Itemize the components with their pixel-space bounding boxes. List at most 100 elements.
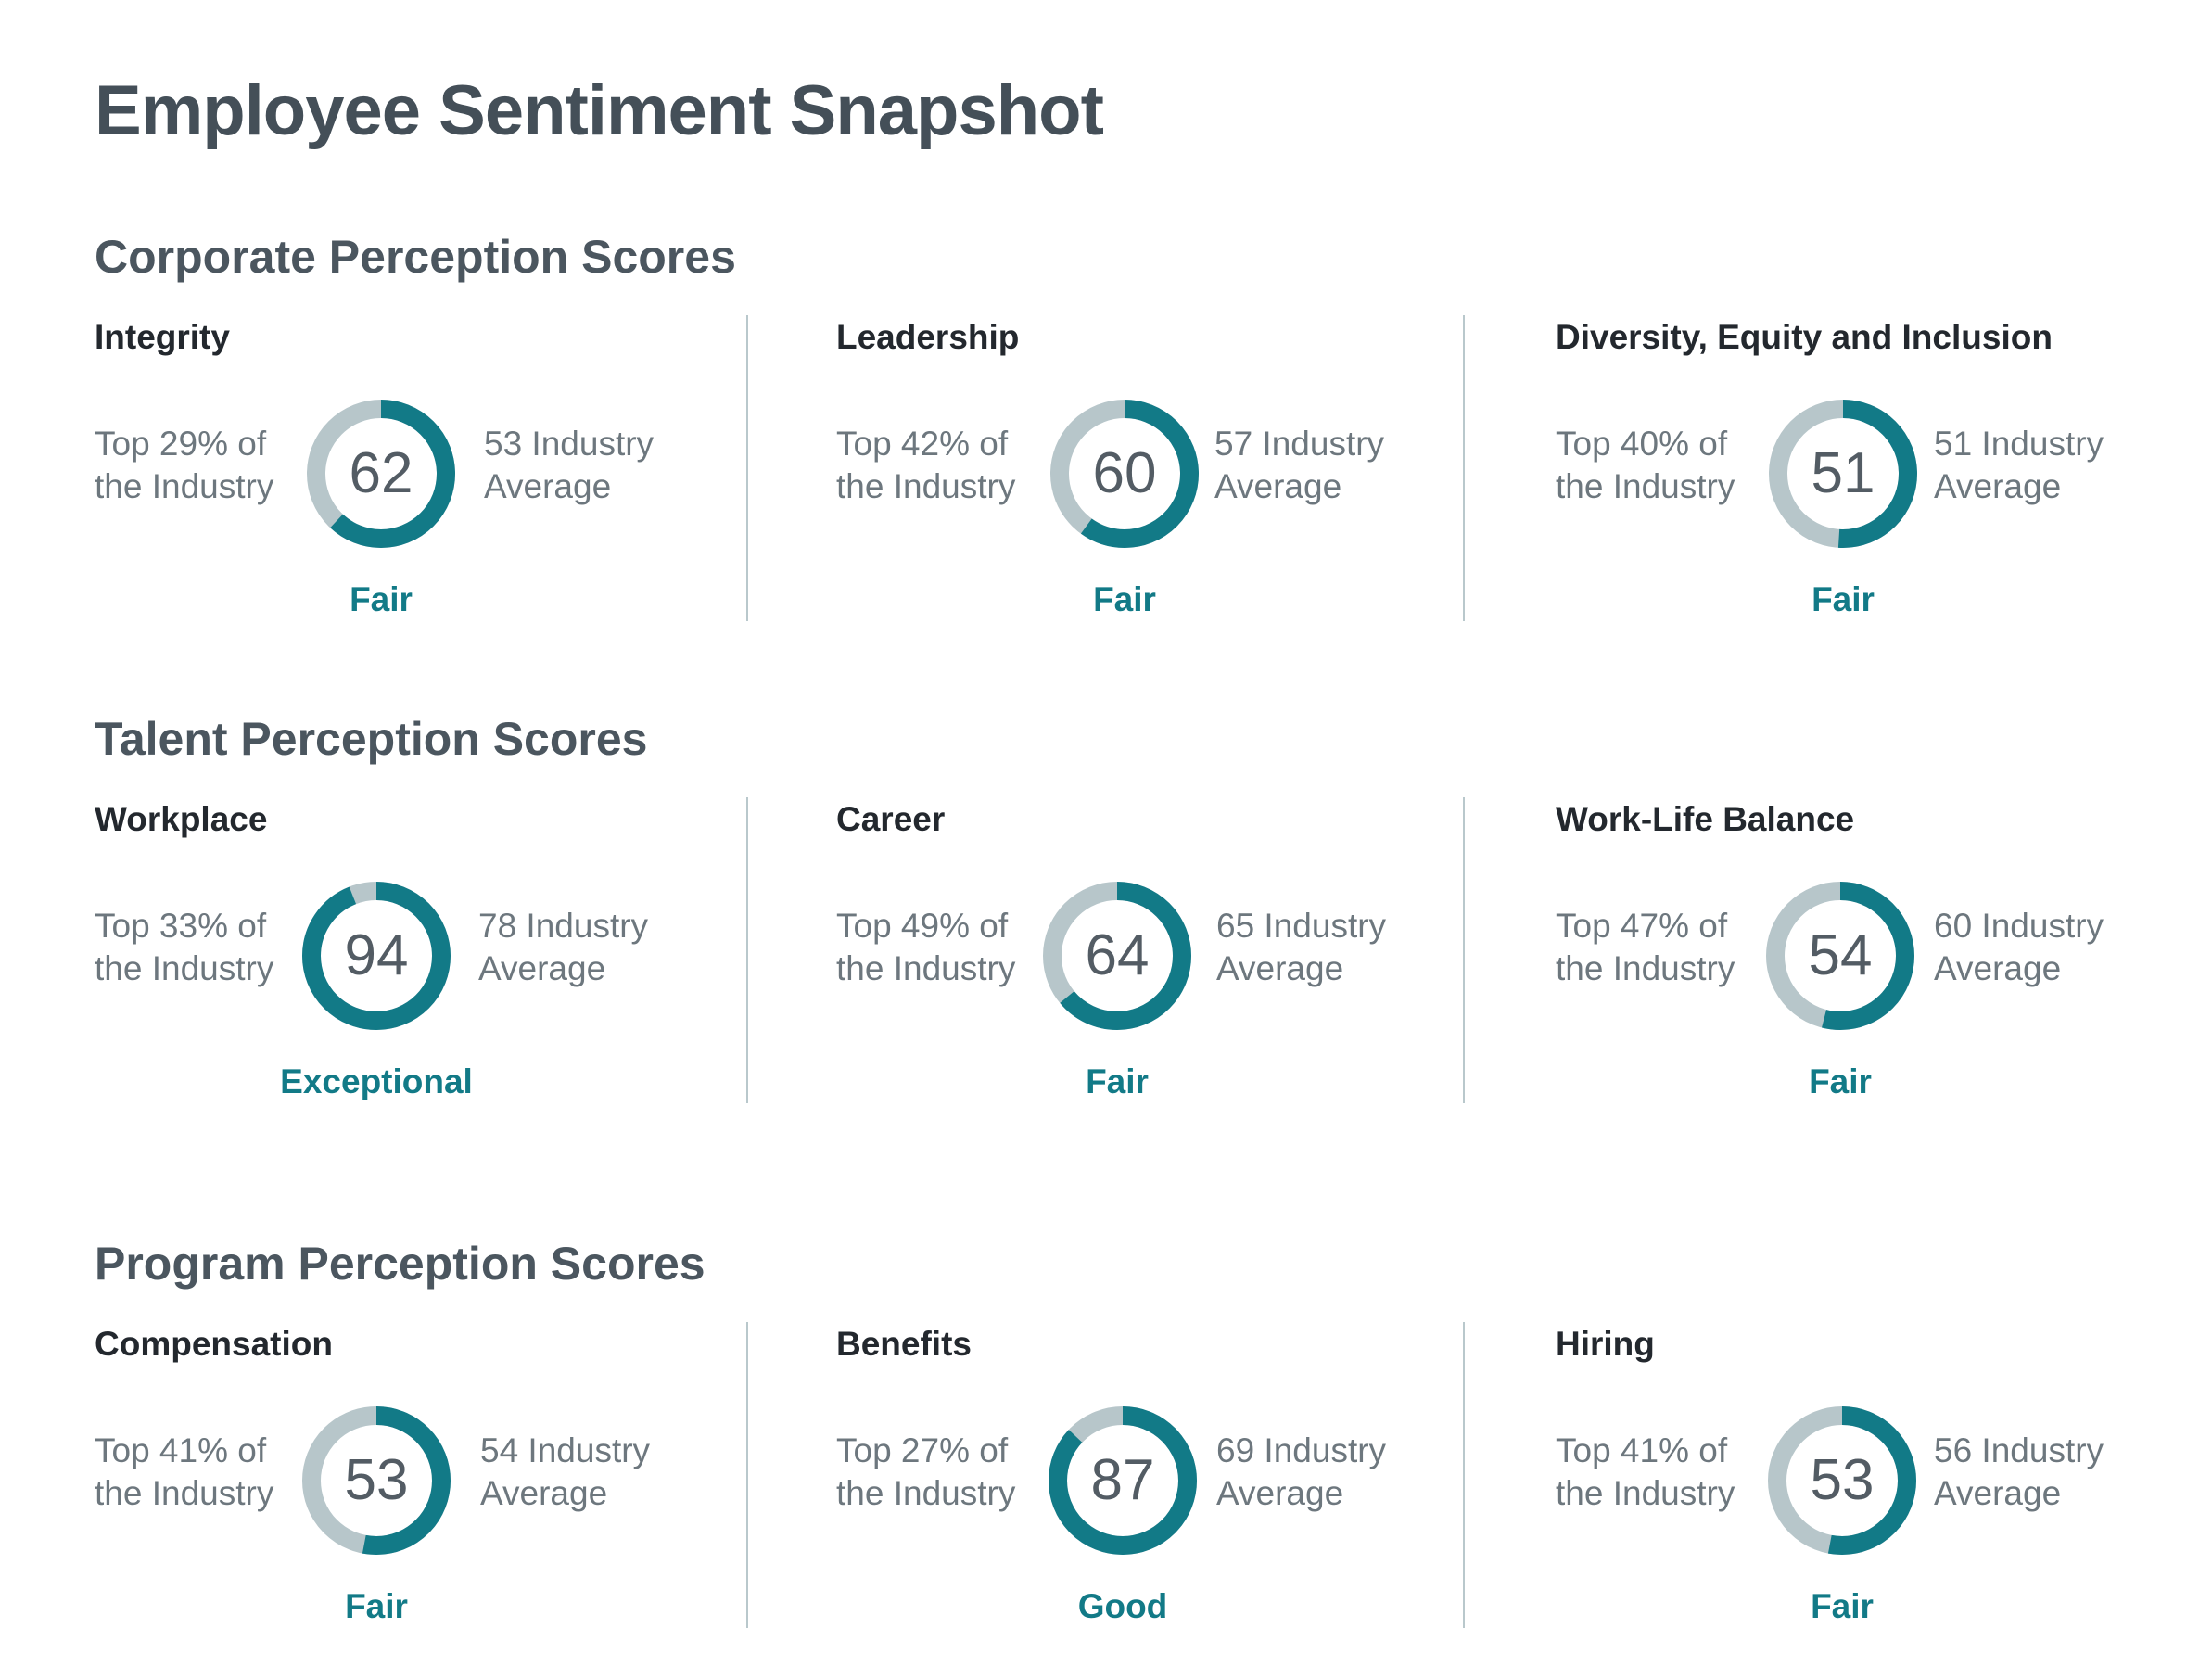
score-donut: 53 xyxy=(299,1404,453,1558)
rating-label: Fair xyxy=(345,1587,408,1625)
section-title: Corporate Perception Scores xyxy=(95,231,736,283)
section-title: Program Perception Scores xyxy=(95,1238,706,1290)
industry-average-line2: Average xyxy=(1934,949,2062,987)
industry-rank: Top 41% of the Industry xyxy=(95,1430,273,1515)
industry-rank-line1: Top 41% of xyxy=(1556,1431,1728,1469)
industry-rank-line2: the Industry xyxy=(836,1474,1016,1512)
metric-title: Integrity xyxy=(95,318,230,356)
rating-label: Fair xyxy=(1093,580,1156,618)
industry-average-line1: 51 Industry xyxy=(1934,425,2104,463)
score-donut: 64 xyxy=(1040,879,1194,1033)
industry-average-line1: 65 Industry xyxy=(1216,907,1387,945)
industry-average: 57 Industry Average xyxy=(1214,423,1384,508)
rating-label: Exceptional xyxy=(280,1062,473,1100)
donut-chart xyxy=(1049,1406,1197,1555)
donut-chart xyxy=(1768,1406,1916,1555)
industry-average: 78 Industry Average xyxy=(478,905,648,990)
score-value: 53 xyxy=(1810,1448,1875,1512)
industry-average: 60 Industry Average xyxy=(1934,905,2104,990)
industry-rank-line2: the Industry xyxy=(1556,949,1735,987)
industry-average: 51 Industry Average xyxy=(1934,423,2104,508)
metric-card: Workplace Top 33% of the Industry 94 78 Indu… xyxy=(95,800,744,1116)
industry-average-line2: Average xyxy=(1934,467,2062,505)
metric-card: Hiring Top 41% of the Industry 53 56 Industr… xyxy=(1556,1325,2205,1641)
industry-average-line2: Average xyxy=(1216,949,1344,987)
score-donut: 94 xyxy=(299,879,453,1033)
industry-rank-line2: the Industry xyxy=(836,949,1016,987)
industry-rank-line2: the Industry xyxy=(95,949,274,987)
industry-rank-line1: Top 49% of xyxy=(836,907,1009,945)
rating-label: Fair xyxy=(1086,1062,1149,1100)
column-divider xyxy=(746,797,748,1103)
industry-average-line2: Average xyxy=(1934,1474,2062,1512)
donut-chart xyxy=(302,1406,451,1555)
industry-average-line1: 60 Industry xyxy=(1934,907,2104,945)
score-donut: 62 xyxy=(304,397,458,551)
industry-average-line1: 78 Industry xyxy=(478,907,649,945)
donut-score-arc xyxy=(1049,1406,1197,1555)
donut-chart xyxy=(1043,882,1191,1030)
industry-average-line2: Average xyxy=(1216,1474,1344,1512)
metric-card: Leadership Top 42% of the Industry 60 57 Ind… xyxy=(836,318,1485,634)
metric-title: Diversity, Equity and Inclusion xyxy=(1556,318,2053,356)
column-divider xyxy=(1463,315,1465,621)
industry-rank-line1: Top 41% of xyxy=(95,1431,267,1469)
industry-rank-line2: the Industry xyxy=(836,467,1016,505)
score-donut: 53 xyxy=(1765,1404,1919,1558)
metric-title: Career xyxy=(836,800,946,838)
column-divider xyxy=(1463,1322,1465,1628)
score-value: 51 xyxy=(1811,441,1875,505)
industry-rank-line1: Top 27% of xyxy=(836,1431,1009,1469)
industry-average-line2: Average xyxy=(480,1474,608,1512)
rating-label: Fair xyxy=(1811,1587,1874,1625)
metric-card: Work-Life Balance Top 47% of the Industry 5… xyxy=(1556,800,2205,1116)
industry-rank-line2: the Industry xyxy=(1556,467,1735,505)
industry-average: 65 Industry Average xyxy=(1216,905,1386,990)
score-value: 60 xyxy=(1092,441,1157,505)
donut-chart xyxy=(307,400,455,548)
donut-score-arc xyxy=(1766,882,1914,1030)
donut-chart xyxy=(302,882,451,1030)
industry-rank: Top 29% of the Industry xyxy=(95,423,273,508)
donut-score-arc xyxy=(302,882,451,1030)
industry-rank-line1: Top 47% of xyxy=(1556,907,1728,945)
donut-score-arc xyxy=(1050,400,1199,548)
industry-average-line1: 54 Industry xyxy=(480,1431,651,1469)
rating-label: Fair xyxy=(1809,1062,1872,1100)
score-value: 87 xyxy=(1090,1448,1155,1512)
score-donut: 60 xyxy=(1048,397,1201,551)
industry-average: 54 Industry Average xyxy=(480,1430,650,1515)
score-value: 64 xyxy=(1085,923,1150,987)
score-donut: 87 xyxy=(1046,1404,1200,1558)
industry-average-line2: Average xyxy=(1214,467,1342,505)
metric-card: Career Top 49% of the Industry 64 65 Industr… xyxy=(836,800,1485,1116)
metric-title: Benefits xyxy=(836,1325,972,1363)
donut-score-arc xyxy=(307,400,455,548)
metric-title: Leadership xyxy=(836,318,1020,356)
donut-score-arc xyxy=(1769,400,1917,548)
industry-rank: Top 33% of the Industry xyxy=(95,905,273,990)
donut-score-arc xyxy=(302,1406,451,1555)
score-donut: 51 xyxy=(1766,397,1920,551)
score-value: 94 xyxy=(344,923,409,987)
rating-label: Fair xyxy=(1812,580,1875,618)
industry-rank-line2: the Industry xyxy=(1556,1474,1735,1512)
industry-average-line1: 69 Industry xyxy=(1216,1431,1387,1469)
industry-rank-line2: the Industry xyxy=(95,1474,274,1512)
donut-chart xyxy=(1769,400,1917,548)
industry-rank-line1: Top 29% of xyxy=(95,425,267,463)
metric-card: Benefits Top 27% of the Industry 87 69 Indus… xyxy=(836,1325,1485,1641)
score-value: 53 xyxy=(344,1448,409,1512)
industry-rank-line1: Top 40% of xyxy=(1556,425,1728,463)
metric-title: Work-Life Balance xyxy=(1556,800,1855,838)
industry-rank-line1: Top 33% of xyxy=(95,907,267,945)
industry-average-line1: 53 Industry xyxy=(484,425,655,463)
column-divider xyxy=(1463,797,1465,1103)
metric-card: Diversity, Equity and Inclusion Top 40% o… xyxy=(1556,318,2205,634)
column-divider xyxy=(746,1322,748,1628)
industry-average: 56 Industry Average xyxy=(1934,1430,2104,1515)
metric-card: Integrity Top 29% of the Industry 62 53 Indu… xyxy=(95,318,744,634)
column-divider xyxy=(746,315,748,621)
metric-title: Compensation xyxy=(95,1325,333,1363)
